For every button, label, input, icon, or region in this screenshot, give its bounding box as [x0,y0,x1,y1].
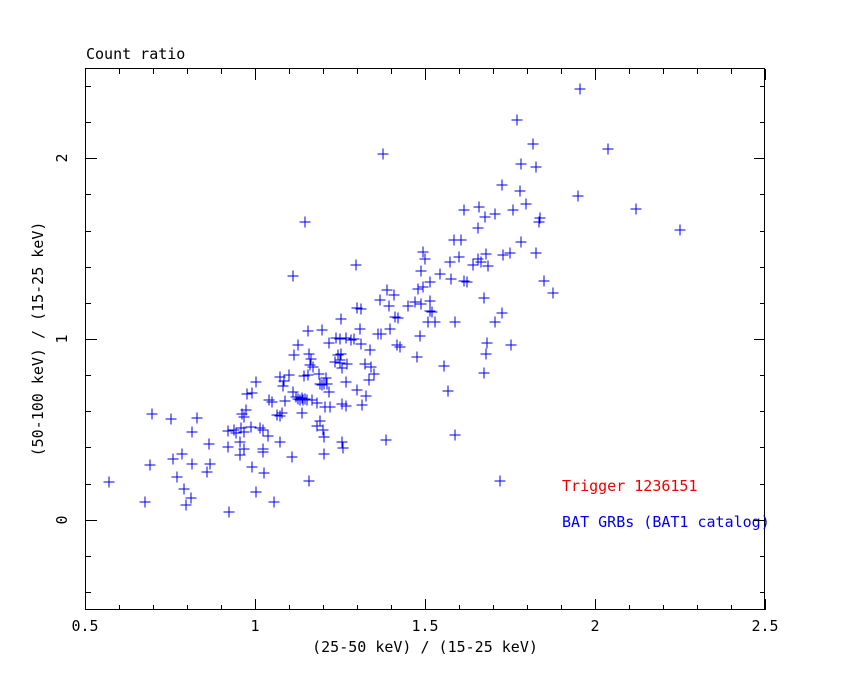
x-major-tick [765,599,766,610]
y-minor-tick [86,194,91,196]
x-minor-tick [391,605,392,610]
x-minor-tick [697,605,698,610]
y-major-tick [754,339,765,340]
y-minor-tick [86,266,91,268]
y-minor-tick [760,375,765,377]
x-minor-tick [731,69,732,74]
x-major-tick [255,599,256,610]
y-minor-tick [760,447,765,449]
y-minor-tick [86,86,91,88]
x-minor-tick [119,605,120,610]
y-minor-tick [86,230,91,232]
x-minor-tick [527,605,528,610]
x-axis-label: (25-50 keV) / (15-25 keV) [312,638,538,656]
y-minor-tick [760,194,765,196]
x-minor-tick [459,605,460,610]
x-major-tick [595,599,596,610]
x-tick-label: 1 [250,617,260,635]
y-major-tick [86,158,97,160]
y-minor-tick [760,302,765,304]
y-tick-label: 1 [53,334,71,344]
x-minor-tick [459,69,460,74]
x-minor-tick [697,69,698,74]
x-minor-tick [153,69,154,74]
x-minor-tick [323,605,324,610]
x-minor-tick [221,69,222,74]
y-minor-tick [760,411,765,413]
x-major-tick [255,69,256,80]
x-minor-tick [323,69,324,74]
x-minor-tick [357,69,358,74]
y-minor-tick [86,483,91,485]
y-minor-tick [760,86,765,88]
x-tick-label: 2.5 [751,617,779,635]
y-minor-tick [760,266,765,268]
x-minor-tick [731,605,732,610]
x-minor-tick [187,69,188,74]
x-minor-tick [221,605,222,610]
x-minor-tick [663,605,664,610]
x-tick-label: 0.5 [71,617,99,635]
y-minor-tick [760,122,765,124]
x-minor-tick [561,605,562,610]
y-axis-label: (50-100 keV) / (15-25 keV) [29,221,47,457]
y-major-tick [754,158,765,160]
x-minor-tick [663,69,664,74]
y-minor-tick [86,555,91,557]
y-minor-tick [760,591,765,593]
x-minor-tick [119,69,120,74]
y-minor-tick [760,555,765,557]
x-major-tick [85,599,86,610]
x-major-tick [425,69,426,80]
trigger-label: Trigger 1236151 [562,477,698,496]
x-tick-label: 2 [590,617,600,635]
x-minor-tick [629,605,630,610]
y-minor-tick [86,375,91,377]
x-minor-tick [153,605,154,610]
catalog-label: BAT GRBs (BAT1 catalog) [562,513,770,532]
x-minor-tick [561,69,562,74]
x-minor-tick [629,69,630,74]
chart-title: Count ratio [86,45,186,63]
x-minor-tick [493,605,494,610]
x-major-tick [595,69,596,80]
x-major-tick [765,69,766,80]
y-minor-tick [86,122,91,124]
y-tick-label: 2 [53,153,71,163]
y-minor-tick [86,411,91,413]
y-tick-label: 0 [53,515,71,525]
y-major-tick [86,339,97,340]
x-minor-tick [527,69,528,74]
y-major-tick [754,519,765,521]
x-minor-tick [357,605,358,610]
y-minor-tick [760,483,765,485]
x-tick-label: 1.5 [411,617,439,635]
x-major-tick [85,69,86,80]
x-minor-tick [391,69,392,74]
y-minor-tick [760,230,765,232]
x-minor-tick [493,69,494,74]
x-minor-tick [289,605,290,610]
y-minor-tick [86,302,91,304]
y-minor-tick [86,591,91,593]
x-minor-tick [289,69,290,74]
y-minor-tick [86,447,91,449]
x-major-tick [425,599,426,610]
x-minor-tick [187,605,188,610]
y-major-tick [86,519,97,521]
